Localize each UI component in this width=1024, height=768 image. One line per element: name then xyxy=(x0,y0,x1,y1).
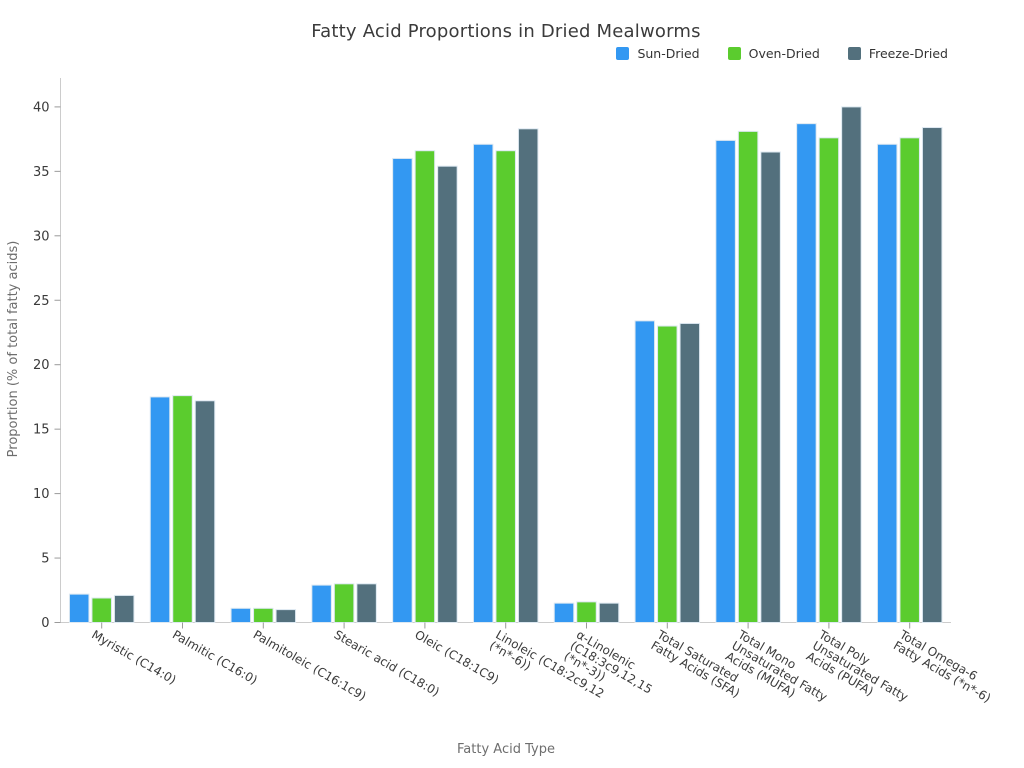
y-tick-label: 10 xyxy=(33,487,50,502)
bar-freeze-dried-6 xyxy=(598,602,620,623)
bar-freeze-dried-7 xyxy=(679,322,701,623)
bar-oven-dried-6 xyxy=(576,601,597,623)
x-axis-title: Fatty Acid Type xyxy=(457,742,555,757)
bar-oven-dried-10 xyxy=(899,137,920,623)
bar-freeze-dried-8 xyxy=(760,151,781,623)
bar-sun-dried-9 xyxy=(796,123,817,623)
bar-freeze-dried-5 xyxy=(517,128,539,624)
bar-sun-dried-6 xyxy=(553,602,575,623)
bar-oven-dried-2 xyxy=(253,607,274,623)
legend: Sun-Dried Oven-Dried Freeze-Dried xyxy=(616,46,948,61)
y-tick-label: 0 xyxy=(41,616,49,631)
bar-sun-dried-8 xyxy=(715,139,736,623)
bar-sun-dried-0 xyxy=(68,593,90,624)
legend-item-freeze-dried: Freeze-Dried xyxy=(847,46,948,61)
bar-oven-dried-8 xyxy=(737,130,759,624)
legend-label: Freeze-Dried xyxy=(868,46,948,61)
bar-sun-dried-4 xyxy=(392,157,413,624)
legend-swatch-icon xyxy=(727,47,741,60)
bar-oven-dried-5 xyxy=(495,150,516,623)
bar-oven-dried-1 xyxy=(172,395,193,623)
bar-sun-dried-5 xyxy=(472,143,494,623)
legend-item-oven-dried: Oven-Dried xyxy=(727,46,820,61)
bar-freeze-dried-9 xyxy=(841,106,862,623)
legend-label: Sun-Dried xyxy=(637,46,700,61)
legend-swatch-icon xyxy=(616,47,630,60)
legend-swatch-icon xyxy=(847,47,861,60)
bar-sun-dried-1 xyxy=(149,396,171,623)
bar-sun-dried-7 xyxy=(634,320,656,623)
y-tick-label: 5 xyxy=(41,552,49,567)
bar-sun-dried-3 xyxy=(311,584,332,624)
bar-freeze-dried-10 xyxy=(921,127,943,624)
y-tick-label: 30 xyxy=(33,229,50,244)
bar-sun-dried-10 xyxy=(876,143,898,623)
bar-freeze-dried-4 xyxy=(437,165,458,623)
y-tick-label: 25 xyxy=(33,294,50,309)
bar-freeze-dried-2 xyxy=(275,609,297,623)
bar-sun-dried-2 xyxy=(230,607,252,623)
bar-oven-dried-4 xyxy=(414,150,436,623)
x-tick-label: Myristic (C14:0) xyxy=(89,627,178,687)
bar-oven-dried-9 xyxy=(818,137,840,623)
y-tick-label: 20 xyxy=(33,358,50,373)
legend-item-sun-dried: Sun-Dried xyxy=(616,46,700,61)
bar-oven-dried-0 xyxy=(91,597,112,623)
x-tick-label: α-Linolenic(C18:3c9,12,15(*n*-3)) xyxy=(562,627,662,707)
bar-oven-dried-7 xyxy=(657,325,678,623)
x-tick-label: Palmitic (C16:0) xyxy=(170,627,260,687)
bar-freeze-dried-0 xyxy=(113,594,135,624)
y-tick-label: 40 xyxy=(33,100,50,115)
y-tick-label: 35 xyxy=(33,165,50,180)
legend-label: Oven-Dried xyxy=(748,46,820,61)
bar-oven-dried-3 xyxy=(333,583,355,624)
bar-freeze-dried-3 xyxy=(356,583,377,624)
chart-title: Fatty Acid Proportions in Dried Mealworm… xyxy=(311,21,701,42)
bar-freeze-dried-1 xyxy=(194,400,216,623)
y-axis-title: Proportion (% of total fatty acids) xyxy=(6,240,21,458)
y-tick-label: 15 xyxy=(33,423,50,438)
